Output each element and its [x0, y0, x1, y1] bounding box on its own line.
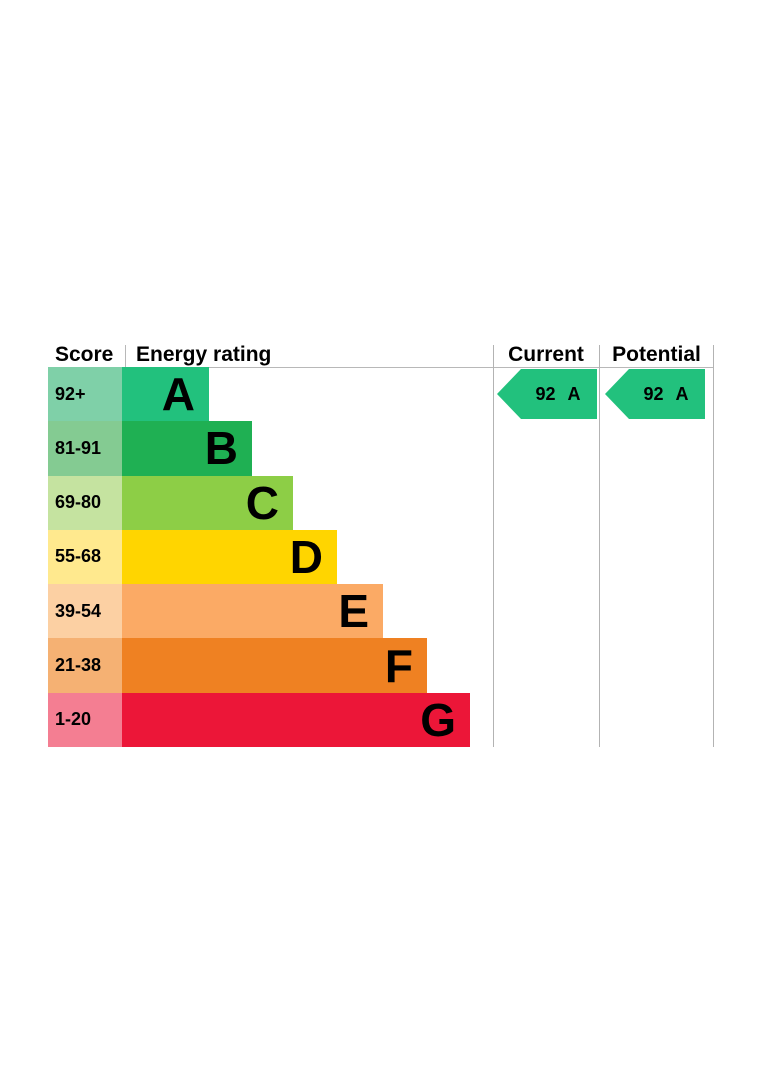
potential-column-left-divider: [599, 345, 600, 747]
band-score-cell: 92+: [48, 367, 122, 422]
band-score-label: 92+: [55, 383, 86, 404]
band-row: 81-91 B: [48, 421, 714, 476]
band-bar: F: [122, 638, 427, 693]
band-bar: A: [122, 367, 209, 422]
chart-header: Score Energy rating Current Potential: [48, 343, 714, 368]
potential-rating-arrow: 92 A: [605, 369, 705, 419]
band-letter: F: [384, 639, 413, 692]
band-letter: C: [245, 476, 279, 529]
band-rows: 92+ A 81-91 B 69-80 C 55-68 D 39-54 E 21…: [48, 367, 714, 747]
band-score-cell: 55-68: [48, 529, 122, 585]
band-score-cell: 39-54: [48, 584, 122, 639]
band-bar: D: [122, 529, 337, 585]
band-score-label: 81-91: [55, 437, 102, 458]
band-letter: B: [204, 422, 238, 475]
current-column-left-divider: [493, 345, 494, 747]
potential-rating-score: 92: [643, 383, 664, 404]
current-rating-arrow: 92 A: [497, 369, 597, 419]
band-bar: G: [122, 692, 470, 747]
band-bar: C: [122, 475, 293, 530]
chart-right-border: [713, 345, 714, 747]
band-score-cell: 81-91: [48, 421, 122, 476]
band-letter: E: [338, 585, 369, 638]
band-letter: G: [420, 693, 456, 746]
band-row: 39-54 E: [48, 584, 714, 639]
header-column-divider: [125, 345, 126, 367]
epc-rating-chart: Score Energy rating Current Potential 92…: [48, 343, 714, 747]
band-score-cell: 69-80: [48, 475, 122, 530]
current-rating-score: 92: [535, 383, 556, 404]
band-row: 1-20 G: [48, 692, 714, 747]
band-bar: B: [122, 421, 252, 476]
band-letter: D: [289, 530, 323, 583]
band-row: 92+ A: [48, 367, 714, 422]
band-score-label: 69-80: [55, 492, 102, 513]
score-column-header: Score: [55, 343, 114, 366]
band-row: 21-38 F: [48, 638, 714, 693]
energy-rating-column-header: Energy rating: [136, 343, 272, 366]
band-bar: E: [122, 584, 383, 639]
band-score-cell: 21-38: [48, 638, 122, 693]
band-score-label: 55-68: [55, 546, 102, 567]
current-rating-band: A: [567, 383, 581, 404]
potential-rating-band: A: [675, 383, 689, 404]
band-letter: A: [161, 368, 195, 421]
band-score-cell: 1-20: [48, 692, 122, 747]
band-score-label: 1-20: [55, 709, 92, 730]
band-score-label: 39-54: [55, 600, 102, 621]
band-score-label: 21-38: [55, 655, 102, 676]
band-row: 55-68 D: [48, 529, 714, 585]
potential-column-header: Potential: [612, 343, 701, 366]
current-column-header: Current: [508, 343, 584, 366]
band-row: 69-80 C: [48, 475, 714, 530]
